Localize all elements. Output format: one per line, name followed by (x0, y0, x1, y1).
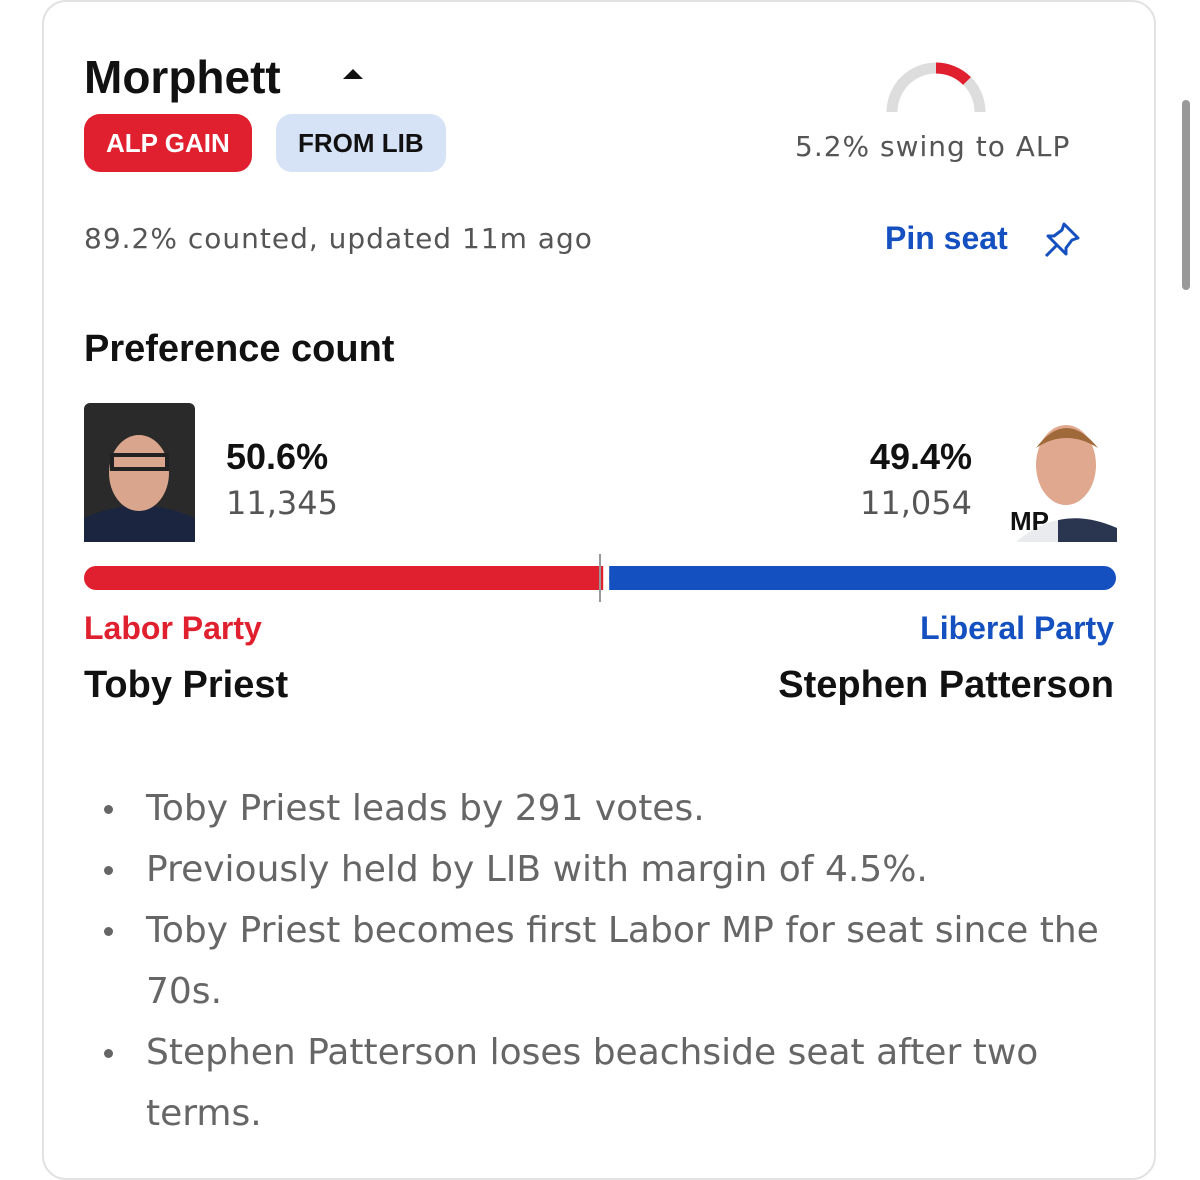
bar-square (586, 566, 604, 590)
count-status: 89.2% counted, updated 11m ago (84, 222, 593, 255)
gain-badge: ALP GAIN (84, 114, 252, 172)
collapse-icon[interactable] (340, 66, 366, 82)
candidate-percent: 50.6% (226, 436, 329, 477)
candidate-name: Toby Priest (84, 664, 289, 706)
mp-badge: MP (1010, 506, 1049, 536)
bar-square (609, 566, 627, 590)
bar-segment (609, 566, 1116, 590)
pin-icon[interactable] (1042, 220, 1082, 260)
preference-bar (84, 554, 1116, 602)
swing-gauge (886, 62, 986, 113)
party-name: Labor Party (84, 610, 262, 646)
candidate-percent: 49.4% (869, 436, 972, 477)
candidate-name: Stephen Patterson (778, 664, 1114, 706)
section-title: Preference count (84, 328, 395, 370)
pin-seat[interactable]: Pin seat (885, 220, 1008, 256)
seat-title: Morphett (84, 51, 281, 103)
note: Stephen Patterson loses beachside seat a… (84, 1022, 1124, 1144)
bar-segment (84, 566, 604, 590)
party-name: Liberal Party (920, 610, 1114, 646)
from-badge: FROM LIB (276, 114, 446, 172)
candidate-votes: 11,345 (226, 484, 338, 522)
scrollbar[interactable] (1182, 100, 1190, 290)
candidate-votes: 11,054 (860, 484, 972, 522)
candidate-photo (1006, 403, 1117, 542)
note: Toby Priest becomes first Labor MP for s… (84, 900, 1124, 1022)
swing-text: 5.2% swing to ALP (795, 130, 1071, 163)
note: Toby Priest leads by 291 votes. (84, 778, 1124, 839)
note: Previously held by LIB with margin of 4.… (84, 839, 1124, 900)
notes: Toby Priest leads by 291 votes. Previousl… (84, 778, 1124, 1144)
page: Morphett ALP GAIN FROM LIB 5.2% swing to… (42, 0, 1190, 1180)
candidate-photo (84, 403, 195, 542)
